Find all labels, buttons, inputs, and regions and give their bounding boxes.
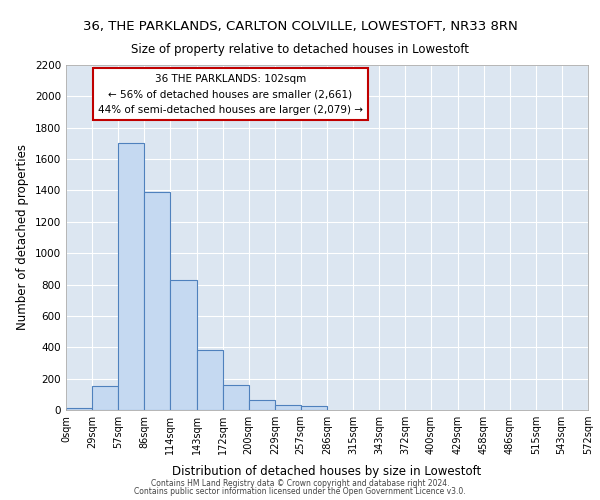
Bar	[92, 386, 118, 410]
Text: Contains public sector information licensed under the Open Government Licence v3: Contains public sector information licen…	[134, 487, 466, 496]
Bar	[118, 144, 145, 410]
Bar	[197, 350, 223, 410]
Y-axis label: Number of detached properties: Number of detached properties	[16, 144, 29, 330]
Bar	[275, 406, 301, 410]
Bar	[170, 280, 197, 410]
Bar	[145, 192, 170, 410]
Bar	[66, 408, 92, 410]
Bar	[301, 406, 327, 410]
X-axis label: Distribution of detached houses by size in Lowestoft: Distribution of detached houses by size …	[172, 466, 482, 478]
Text: 36, THE PARKLANDS, CARLTON COLVILLE, LOWESTOFT, NR33 8RN: 36, THE PARKLANDS, CARLTON COLVILLE, LOW…	[83, 20, 517, 33]
Text: 36 THE PARKLANDS: 102sqm
← 56% of detached houses are smaller (2,661)
44% of sem: 36 THE PARKLANDS: 102sqm ← 56% of detach…	[98, 74, 363, 115]
Bar	[223, 385, 248, 410]
Bar	[248, 400, 275, 410]
Text: Contains HM Land Registry data © Crown copyright and database right 2024.: Contains HM Land Registry data © Crown c…	[151, 478, 449, 488]
Text: Size of property relative to detached houses in Lowestoft: Size of property relative to detached ho…	[131, 42, 469, 56]
